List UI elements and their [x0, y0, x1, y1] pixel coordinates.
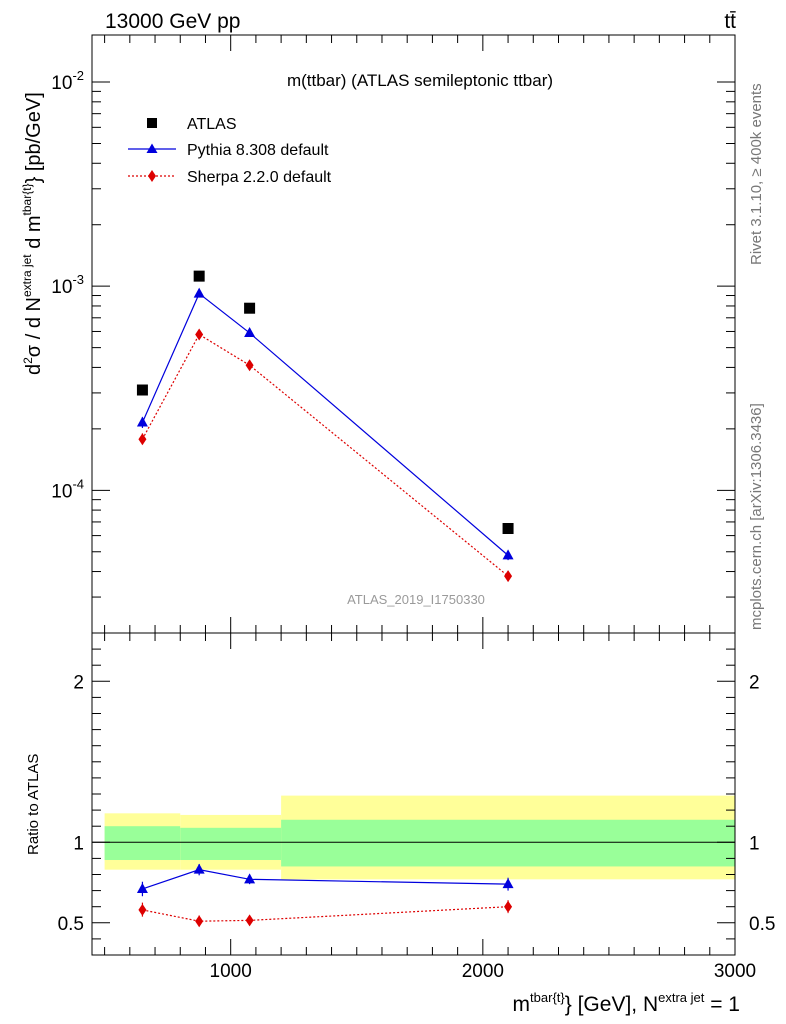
stat-uncertainty-band	[104, 826, 181, 861]
ratio-uncertainty-bands	[104, 795, 735, 880]
main-sherpa-point	[195, 328, 204, 341]
ratio-y-tick-label-right: 0.5	[749, 914, 775, 935]
main-pythia-point	[502, 549, 514, 560]
y-tick-label: 10-2	[51, 68, 84, 94]
main-atlas-point	[193, 270, 205, 282]
stat-uncertainty-band	[281, 819, 735, 867]
ratio-pythia-point	[193, 863, 205, 874]
main-y-axis-label: d2σ / d Nextra jet d mtbar{t}} [pb/GeV]	[20, 92, 45, 375]
mcplots-label: mcplots.cern.ch [arXiv:1306.3436]	[748, 403, 765, 630]
ratio-pythia-point	[136, 882, 148, 893]
rivet-version-label: Rivet 3.1.10, ≥ 400k events	[748, 83, 765, 265]
y-tick-label: 10-3	[51, 272, 84, 298]
y-tick-label: 10-4	[51, 476, 84, 502]
ratio-y-tick-label-right: 1	[749, 833, 760, 854]
legend-label-sherpa: Sherpa 2.2.0 default	[187, 169, 332, 186]
main-sherpa-point	[138, 433, 147, 446]
data-series	[136, 270, 514, 928]
main-atlas-point	[244, 302, 256, 314]
ratio-pythia-point	[244, 873, 256, 884]
legend-label-pythia: Pythia 8.308 default	[187, 142, 329, 159]
ratio-pythia-point	[502, 878, 514, 889]
x-tick-label: 3000	[714, 961, 756, 982]
ratio-sherpa-point	[504, 900, 513, 913]
main-pythia-line	[141, 292, 509, 556]
legend: ATLAS Pythia 8.308 default Sherpa 2.2.0 …	[128, 116, 332, 186]
ratio-sherpa-point	[195, 915, 204, 928]
main-atlas-point	[502, 523, 514, 535]
legend-label-atlas: ATLAS	[187, 116, 237, 133]
main-sherpa-line	[141, 333, 509, 577]
main-atlas-point	[136, 384, 148, 396]
ratio-y-tick-label: 1	[73, 833, 84, 854]
ratio-sherpa-line	[142, 906, 509, 922]
main-pythia-point	[193, 287, 205, 298]
main-pythia-point	[136, 416, 148, 427]
process-label: tt̄	[724, 10, 736, 33]
legend-marker-atlas	[147, 118, 157, 128]
analysis-watermark: ATLAS_2019_I1750330	[347, 592, 485, 607]
plot-title: m(ttbar) (ATLAS semileptonic ttbar)	[287, 71, 553, 90]
ratio-sherpa-point	[245, 914, 254, 927]
main-sherpa-point	[504, 570, 513, 583]
ratio-y-tick-label-right: 2	[749, 672, 760, 693]
main-sherpa-point	[245, 359, 254, 372]
stat-uncertainty-band	[180, 827, 282, 861]
energy-label: 13000 GeV pp	[105, 10, 240, 33]
ratio-y-tick-label: 2	[73, 672, 84, 693]
x-axis-label: mtbar{t}} [GeV], Nextra jet = 1	[513, 990, 740, 1016]
x-tick-label: 1000	[210, 961, 252, 982]
legend-marker-pythia	[146, 143, 158, 153]
ratio-plot-frame	[91, 632, 736, 956]
ratio-y-axis-label: Ratio to ATLAS	[25, 754, 42, 855]
axis-ticks: 1000 2000 3000 10-2 10-3 10-4 0.5 0.5 1 1 2 2	[51, 35, 775, 982]
ratio-y-tick-label: 0.5	[58, 914, 84, 935]
ratio-sherpa-point	[138, 903, 147, 916]
ratio-pythia-line	[142, 869, 509, 890]
main-pythia-point	[244, 326, 256, 337]
legend-marker-sherpa	[148, 170, 156, 182]
x-tick-label: 2000	[462, 961, 504, 982]
